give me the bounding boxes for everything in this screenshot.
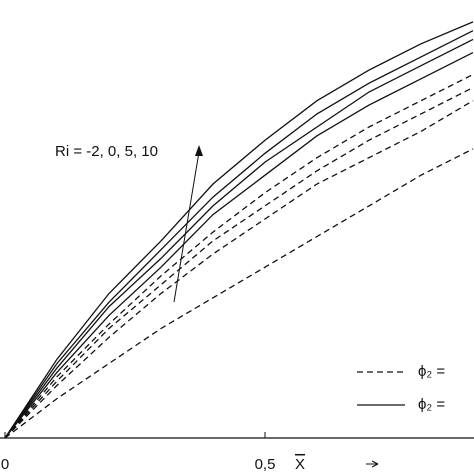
arrow-head: [195, 145, 203, 156]
curve: [4, 30, 474, 439]
curve: [4, 87, 474, 439]
x-tick-label: 0: [1, 456, 9, 473]
annotation-arrow: [173, 151, 200, 303]
curve: [4, 100, 474, 439]
legend-label: ϕ₂ =: [418, 363, 445, 380]
axis-arrow: [366, 460, 379, 468]
legend-label: ϕ₂ =: [418, 396, 445, 413]
curve: [4, 38, 474, 439]
x-axis-label: X: [295, 456, 305, 473]
curve: [4, 52, 474, 439]
curve: [4, 21, 474, 439]
annotation: Ri = -2, 0, 5, 10: [55, 143, 158, 160]
curve: [4, 73, 474, 439]
curve: [4, 148, 474, 439]
x-tick-label: 0,5: [255, 456, 276, 473]
